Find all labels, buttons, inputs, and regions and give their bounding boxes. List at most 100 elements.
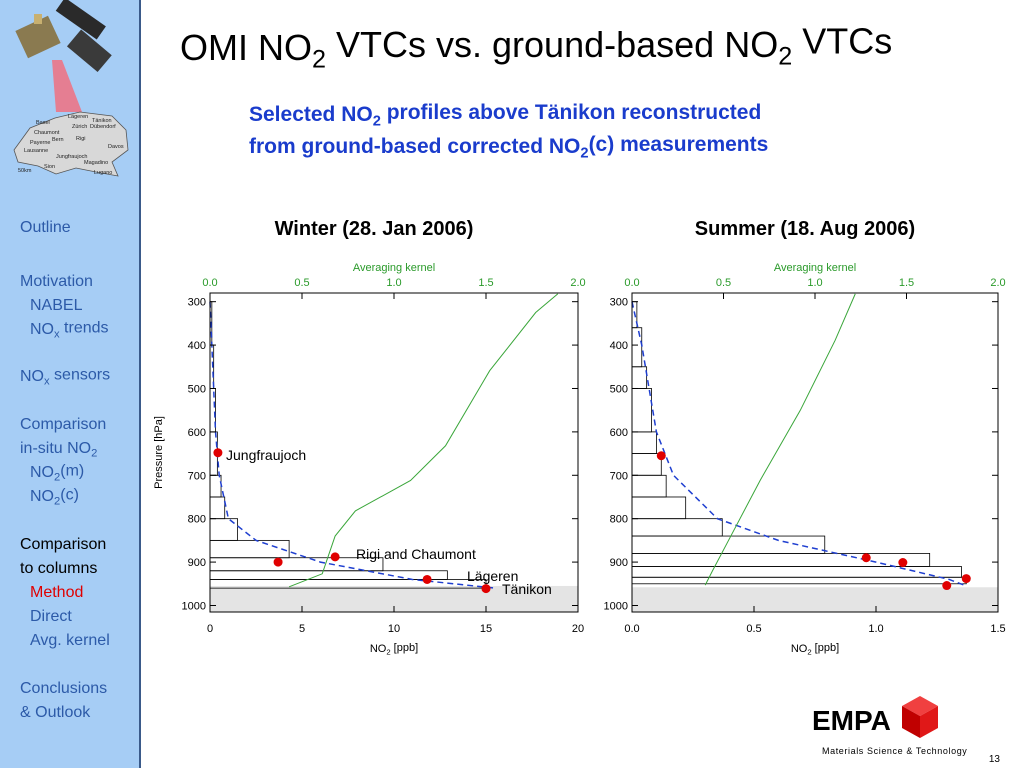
subscript: 2 bbox=[580, 145, 588, 161]
map-label: Lugano bbox=[94, 170, 112, 176]
subtitle-line: Selected NO2 profiles above Tänikon reco… bbox=[249, 101, 761, 129]
tagline: Materials Science & Technology bbox=[822, 746, 967, 756]
text-segment: [ppb] bbox=[812, 642, 840, 654]
map-label: Zürich bbox=[72, 124, 87, 130]
y-tick-label: 300 bbox=[188, 297, 206, 309]
menu-item: Avg. kernel bbox=[30, 632, 110, 649]
text-segment: Method bbox=[30, 584, 83, 601]
x2-axis-label: Averaging kernel bbox=[774, 262, 856, 274]
y-tick-label: 600 bbox=[610, 427, 628, 439]
profile-layer bbox=[631, 496, 687, 520]
text-segment: Direct bbox=[30, 608, 72, 625]
x2-tick-label: 1.0 bbox=[386, 277, 401, 289]
y-tick-label: 900 bbox=[610, 557, 628, 569]
averaging-kernel bbox=[704, 293, 856, 586]
profile-layer bbox=[631, 431, 657, 454]
text-segment: OMI NO bbox=[180, 27, 312, 68]
y-tick-label: 800 bbox=[188, 514, 206, 526]
text-segment: Motivation bbox=[20, 273, 93, 290]
menu-item: NO2(c) bbox=[30, 487, 79, 508]
x2-tick-label: 2.0 bbox=[570, 277, 585, 289]
station-point bbox=[656, 451, 666, 461]
menu-item: in-situ NO2 bbox=[20, 440, 97, 459]
map-label: Chaumont bbox=[34, 130, 60, 136]
menu-item: to columns bbox=[20, 560, 97, 577]
surface-band bbox=[632, 587, 998, 612]
text-segment: from ground-based corrected NO bbox=[249, 135, 580, 158]
y-tick-label: 700 bbox=[188, 470, 206, 482]
subtitle-line: from ground-based corrected NO2(c) measu… bbox=[249, 133, 768, 161]
map-label: Sion bbox=[44, 164, 55, 170]
annotation: Jungfraujoch bbox=[226, 447, 306, 463]
x-tick-label: 1.5 bbox=[990, 623, 1005, 635]
text-segment: NO bbox=[30, 488, 54, 505]
y-tick-label: 1000 bbox=[182, 600, 206, 612]
text-segment: VTCs bbox=[792, 21, 892, 62]
text-segment: Comparison bbox=[20, 416, 106, 433]
panel-title: Winter (28. Jan 2006) bbox=[275, 218, 474, 240]
map-label: Payerne bbox=[30, 140, 51, 146]
station-point bbox=[273, 557, 283, 567]
y-tick-label: 900 bbox=[188, 557, 206, 569]
map-label: Davos bbox=[108, 144, 124, 150]
subscript: 2 bbox=[386, 647, 390, 656]
text-segment: profiles above Tänikon reconstructed bbox=[381, 101, 761, 124]
annotation: Tänikon bbox=[502, 581, 552, 597]
menu-item: Method bbox=[30, 584, 83, 601]
subscript: 2 bbox=[54, 471, 60, 483]
subscript: x bbox=[44, 375, 50, 387]
station-point bbox=[942, 581, 952, 591]
annotation: Rigi and Chaumont bbox=[356, 546, 476, 562]
profile-layer bbox=[631, 576, 967, 585]
menu-item: Comparison bbox=[20, 536, 106, 553]
station-point bbox=[213, 448, 223, 458]
menu-item: NOx trends bbox=[30, 320, 109, 341]
annotation: Lägeren bbox=[467, 568, 518, 584]
station-point bbox=[422, 574, 432, 584]
profile-layer bbox=[631, 566, 962, 578]
panel-title: Summer (18. Aug 2006) bbox=[695, 218, 915, 240]
x-tick-label: 0 bbox=[207, 623, 213, 635]
logo-cube bbox=[902, 696, 938, 738]
subscript: 2 bbox=[312, 46, 326, 74]
x-axis-label: NO2 [ppb] bbox=[370, 642, 418, 656]
map-label: Rigi bbox=[76, 136, 85, 142]
text-segment: & Outlook bbox=[20, 704, 91, 721]
x-tick-label: 15 bbox=[480, 623, 492, 635]
text-segment: NO bbox=[20, 368, 44, 385]
x2-tick-label: 0.5 bbox=[294, 277, 309, 289]
x-tick-label: 10 bbox=[388, 623, 400, 635]
x2-axis-label: Averaging kernel bbox=[353, 262, 435, 274]
y-tick-label: 400 bbox=[188, 340, 206, 352]
menu-item: NO2(m) bbox=[30, 463, 84, 484]
x2-tick-label: 1.0 bbox=[807, 277, 822, 289]
y-tick-label: 1000 bbox=[604, 600, 628, 612]
x-tick-label: 0.5 bbox=[746, 623, 761, 635]
profile-curve bbox=[631, 301, 967, 587]
text-segment: Conclusions bbox=[20, 680, 107, 697]
subscript: x bbox=[54, 328, 60, 340]
y-tick-label: 400 bbox=[610, 340, 628, 352]
subscript: 2 bbox=[373, 113, 381, 129]
map-label: Bern bbox=[52, 137, 64, 143]
subscript: 2 bbox=[807, 647, 811, 656]
text-segment: Selected NO bbox=[249, 103, 373, 126]
x2-tick-label: 2.0 bbox=[990, 277, 1005, 289]
text-segment: NO bbox=[791, 643, 808, 655]
map-label: 50km bbox=[18, 168, 32, 174]
station-point bbox=[861, 553, 871, 563]
text-segment: Comparison bbox=[20, 536, 106, 553]
text-segment: (c) bbox=[60, 487, 79, 504]
y-tick-label: 800 bbox=[610, 514, 628, 526]
map-label: Tänikon bbox=[92, 118, 112, 124]
x2-tick-label: 0.0 bbox=[624, 277, 639, 289]
y-tick-label: 600 bbox=[188, 427, 206, 439]
satellite bbox=[15, 0, 112, 73]
beam bbox=[52, 60, 82, 112]
subscript: 2 bbox=[54, 495, 60, 507]
logo-text: EMPA bbox=[812, 705, 891, 736]
map-label: Lausanne bbox=[24, 148, 48, 154]
